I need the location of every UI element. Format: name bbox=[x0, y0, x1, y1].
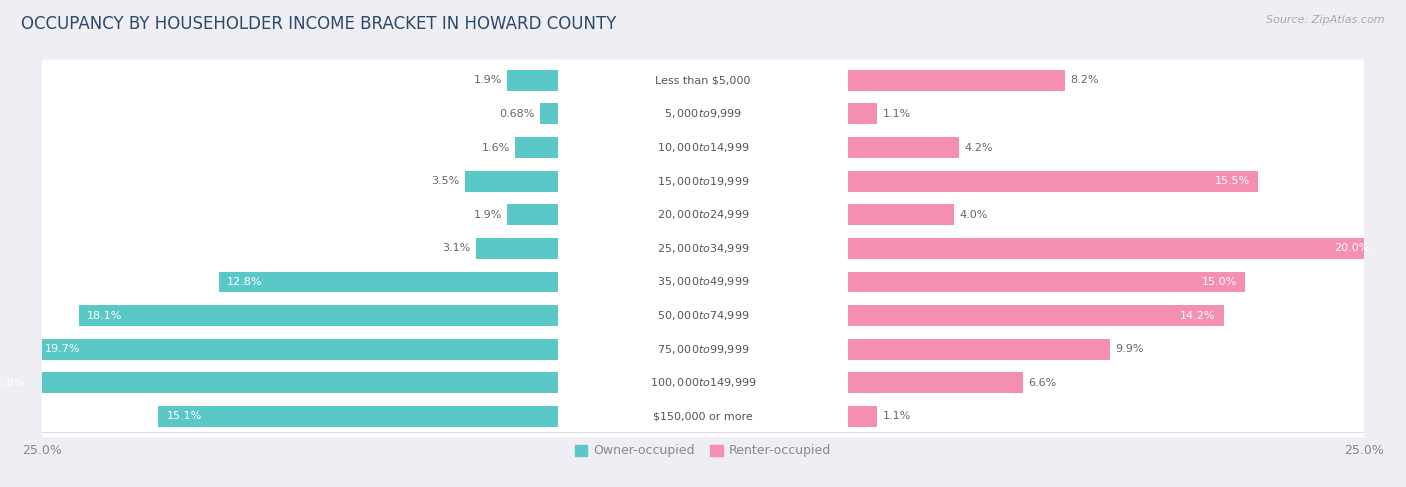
Text: 0.68%: 0.68% bbox=[499, 109, 534, 119]
Bar bbox=[848, 272, 1244, 292]
Bar bbox=[848, 406, 877, 427]
Text: 3.1%: 3.1% bbox=[441, 244, 471, 253]
FancyBboxPatch shape bbox=[31, 194, 1375, 236]
Text: 4.0%: 4.0% bbox=[959, 210, 988, 220]
Bar bbox=[516, 137, 558, 158]
Text: $10,000 to $14,999: $10,000 to $14,999 bbox=[657, 141, 749, 154]
Bar bbox=[848, 339, 1111, 359]
Text: $5,000 to $9,999: $5,000 to $9,999 bbox=[664, 108, 742, 120]
Text: 9.9%: 9.9% bbox=[1115, 344, 1144, 354]
Bar bbox=[848, 70, 1066, 91]
Text: 4.2%: 4.2% bbox=[965, 143, 993, 152]
Text: 1.9%: 1.9% bbox=[474, 210, 502, 220]
Text: 18.1%: 18.1% bbox=[87, 311, 122, 320]
Bar bbox=[0, 373, 558, 393]
Bar bbox=[848, 103, 877, 124]
Text: 1.9%: 1.9% bbox=[474, 75, 502, 85]
Bar bbox=[37, 339, 558, 359]
Text: $15,000 to $19,999: $15,000 to $19,999 bbox=[657, 175, 749, 187]
FancyBboxPatch shape bbox=[31, 362, 1375, 404]
Text: 14.2%: 14.2% bbox=[1180, 311, 1216, 320]
FancyBboxPatch shape bbox=[31, 395, 1375, 437]
Text: 1.1%: 1.1% bbox=[883, 412, 911, 421]
FancyBboxPatch shape bbox=[31, 261, 1375, 303]
Text: 21.8%: 21.8% bbox=[0, 378, 25, 388]
Text: 15.1%: 15.1% bbox=[166, 412, 201, 421]
FancyBboxPatch shape bbox=[31, 59, 1375, 101]
Text: 6.6%: 6.6% bbox=[1028, 378, 1056, 388]
FancyBboxPatch shape bbox=[31, 328, 1375, 370]
Text: 20.0%: 20.0% bbox=[1334, 244, 1369, 253]
Legend: Owner-occupied, Renter-occupied: Owner-occupied, Renter-occupied bbox=[569, 439, 837, 463]
Text: $20,000 to $24,999: $20,000 to $24,999 bbox=[657, 208, 749, 221]
Bar bbox=[848, 205, 955, 225]
Text: 15.5%: 15.5% bbox=[1215, 176, 1250, 186]
FancyBboxPatch shape bbox=[31, 93, 1375, 135]
Text: $35,000 to $49,999: $35,000 to $49,999 bbox=[657, 276, 749, 288]
Bar bbox=[848, 238, 1376, 259]
Bar bbox=[219, 272, 558, 292]
Text: Less than $5,000: Less than $5,000 bbox=[655, 75, 751, 85]
FancyBboxPatch shape bbox=[31, 127, 1375, 169]
Text: $25,000 to $34,999: $25,000 to $34,999 bbox=[657, 242, 749, 255]
Bar bbox=[848, 373, 1022, 393]
Text: 8.2%: 8.2% bbox=[1070, 75, 1099, 85]
Text: 15.0%: 15.0% bbox=[1202, 277, 1237, 287]
Bar bbox=[848, 137, 959, 158]
Bar bbox=[159, 406, 558, 427]
Bar bbox=[848, 171, 1258, 191]
Text: $100,000 to $149,999: $100,000 to $149,999 bbox=[650, 376, 756, 389]
Text: 19.7%: 19.7% bbox=[45, 344, 80, 354]
FancyBboxPatch shape bbox=[31, 160, 1375, 202]
Text: 1.1%: 1.1% bbox=[883, 109, 911, 119]
Text: $150,000 or more: $150,000 or more bbox=[654, 412, 752, 421]
Text: 12.8%: 12.8% bbox=[228, 277, 263, 287]
Text: $50,000 to $74,999: $50,000 to $74,999 bbox=[657, 309, 749, 322]
Bar bbox=[465, 171, 558, 191]
FancyBboxPatch shape bbox=[31, 227, 1375, 269]
Bar bbox=[540, 103, 558, 124]
Text: Source: ZipAtlas.com: Source: ZipAtlas.com bbox=[1267, 15, 1385, 25]
Text: 3.5%: 3.5% bbox=[432, 176, 460, 186]
Text: OCCUPANCY BY HOUSEHOLDER INCOME BRACKET IN HOWARD COUNTY: OCCUPANCY BY HOUSEHOLDER INCOME BRACKET … bbox=[21, 15, 616, 33]
Bar bbox=[79, 305, 558, 326]
FancyBboxPatch shape bbox=[31, 295, 1375, 337]
Bar bbox=[475, 238, 558, 259]
Bar bbox=[508, 205, 558, 225]
Bar bbox=[508, 70, 558, 91]
Text: $75,000 to $99,999: $75,000 to $99,999 bbox=[657, 343, 749, 356]
Text: 1.6%: 1.6% bbox=[482, 143, 510, 152]
Bar bbox=[848, 305, 1223, 326]
